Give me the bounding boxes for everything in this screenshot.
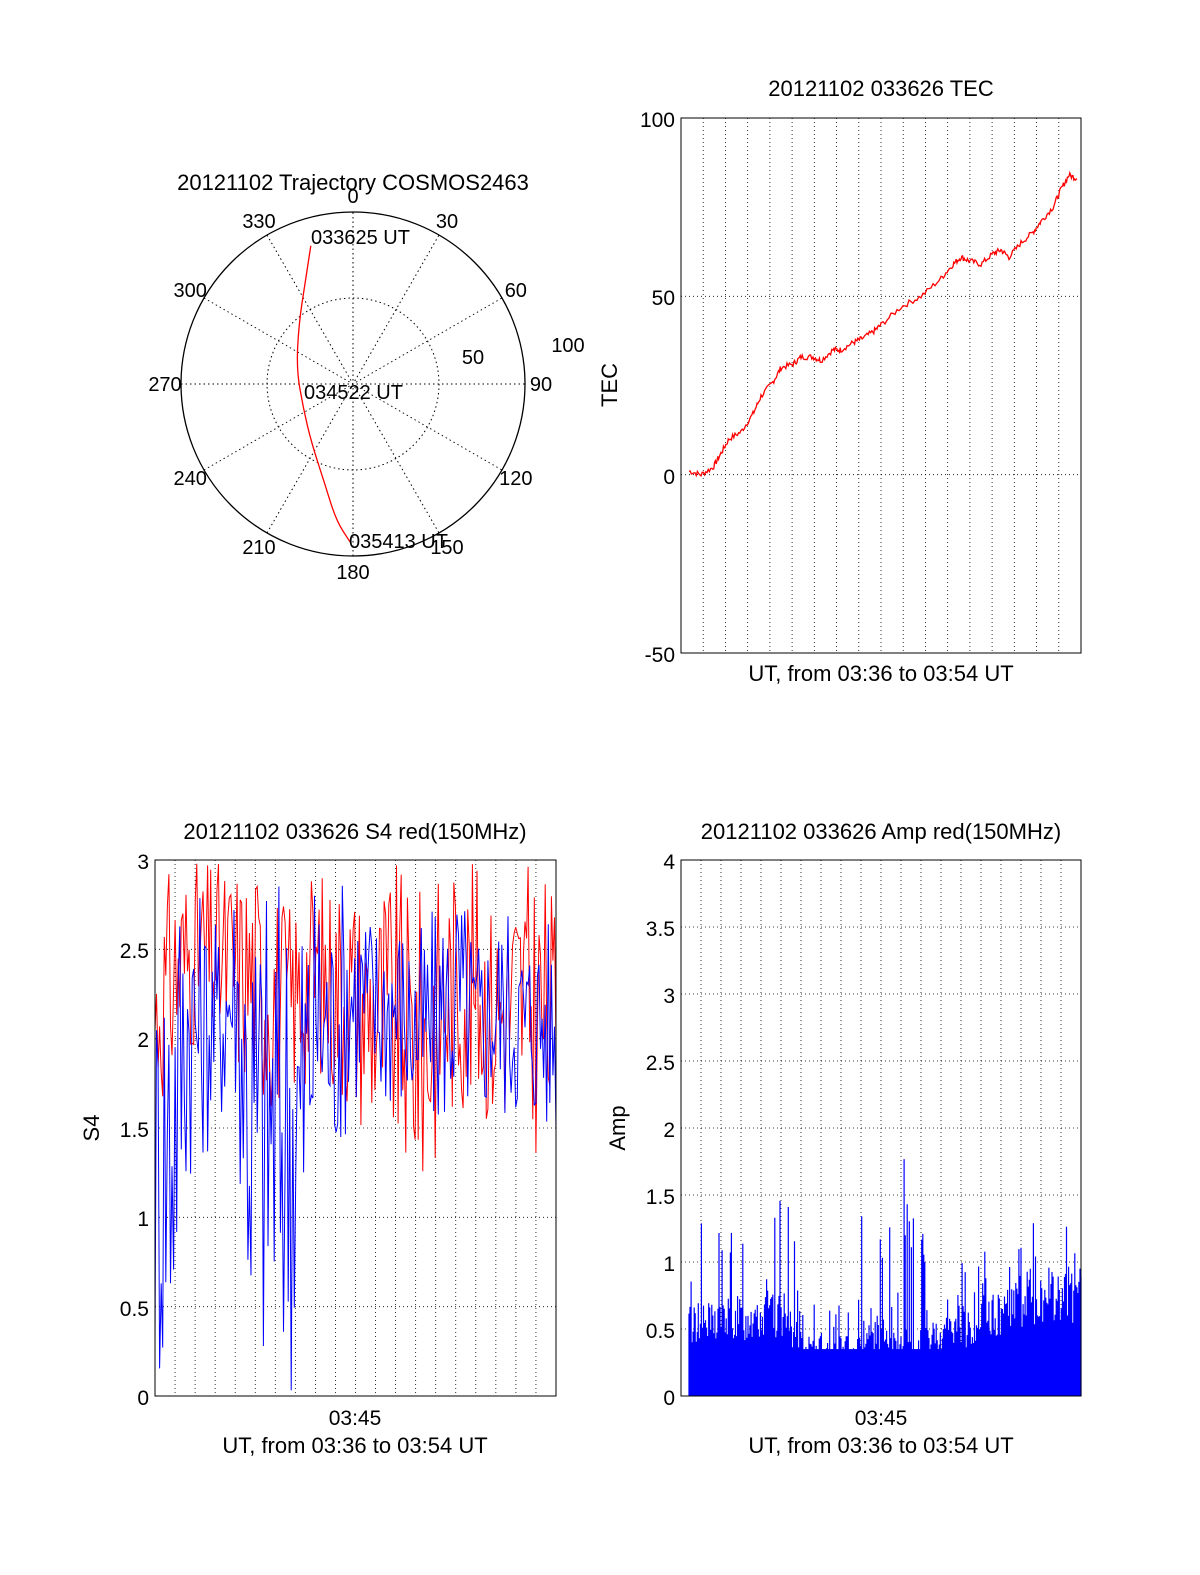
s4-xlabel: UT, from 03:36 to 03:54 UT	[222, 1433, 487, 1458]
polar-angle-label: 30	[436, 211, 458, 233]
tec-ylabel: TEC	[597, 363, 622, 407]
s4-ytick-0: 0	[137, 1387, 149, 1410]
amp-xlabel: UT, from 03:36 to 03:54 UT	[748, 1433, 1013, 1458]
s4-ytick-1: 1	[137, 1208, 149, 1231]
polar-trajectory-panel: 20121102 Trajectory COSMOS2463 0 30 60 90 12…	[148, 170, 584, 584]
amp-series-fill	[689, 1349, 1081, 1396]
s4-series	[154, 863, 557, 1391]
polar-angle-label: 0	[347, 186, 358, 208]
amp-xtick-0345: 03:45	[855, 1407, 908, 1430]
amp-plot-frame	[680, 859, 1082, 1397]
amp-title: 20121102 033626 Amp red(150MHz)	[701, 819, 1061, 844]
polar-radial-tick-50: 50	[462, 347, 484, 369]
s4-xtick-0345: 03:45	[329, 1407, 382, 1430]
polar-radial-tick-100: 100	[551, 335, 584, 357]
amp-ytick-0: 0	[663, 1387, 675, 1410]
tec-title: 20121102 033626 TEC	[768, 76, 994, 101]
amp-ylabel: Amp	[605, 1105, 630, 1150]
s4-series-line	[154, 885, 557, 1391]
polar-angle-label: 270	[148, 374, 181, 396]
amp-ytick-2: 2	[663, 1119, 675, 1142]
amp-ytick-0.5: 0.5	[646, 1320, 675, 1343]
s4-plot-frame	[154, 859, 557, 1397]
polar-angle-label: 240	[173, 468, 206, 490]
polar-title: 20121102 Trajectory COSMOS2463	[177, 170, 529, 195]
s4-ylabel: S4	[79, 1115, 104, 1142]
tec-ytick-100: 100	[640, 109, 675, 132]
polar-angle-label: 180	[336, 562, 369, 584]
tec-xlabel: UT, from 03:36 to 03:54 UT	[748, 661, 1013, 686]
amp-grid	[681, 860, 1081, 1396]
polar-angle-label: 330	[242, 211, 275, 233]
tec-ytick-0: 0	[663, 466, 675, 489]
amp-ytick-1.5: 1.5	[646, 1186, 675, 1209]
trajectory-line	[296, 245, 351, 543]
tec-ytick-50: 50	[652, 287, 675, 310]
trajectory-start-label: 033625 UT	[311, 227, 410, 249]
s4-ytick-0.5: 0.5	[120, 1298, 149, 1321]
trajectory-end-label: 035413 UT	[349, 531, 448, 553]
polar-angle-label: 60	[505, 280, 527, 302]
amp-ytick-3.5: 3.5	[646, 918, 675, 941]
tec-panel: 20121102 033626 TEC 100 50 0 -50 UT, fro…	[597, 76, 1082, 686]
tec-ytick-neg50: -50	[645, 644, 675, 667]
amp-ytick-3: 3	[663, 985, 675, 1008]
polar-angle-label: 150	[430, 537, 463, 559]
s4-ytick-1.5: 1.5	[120, 1119, 149, 1142]
s4-ytick-3: 3	[137, 851, 149, 874]
amp-panel: 20121102 033626 Amp red(150MHz) 4 3.5 3 …	[605, 819, 1082, 1458]
tec-series-line	[688, 170, 1078, 478]
polar-angle-label: 90	[530, 374, 552, 396]
amp-ytick-4: 4	[663, 851, 675, 874]
trajectory-mid-label: 034522 UT	[304, 382, 403, 404]
polar-angle-label: 210	[242, 537, 275, 559]
s4-ytick-2: 2	[137, 1029, 149, 1052]
tec-grid	[681, 118, 1081, 653]
polar-angle-label: 300	[173, 280, 206, 302]
amp-series	[688, 1159, 1082, 1396]
s4-panel: 20121102 033626 S4 red(150MHz) 3 2.5 2 1…	[79, 819, 557, 1458]
polar-angle-label: 120	[499, 468, 532, 490]
amp-ytick-2.5: 2.5	[646, 1052, 675, 1075]
amp-ytick-1: 1	[663, 1253, 675, 1276]
polar-grid	[180, 211, 526, 557]
s4-title: 20121102 033626 S4 red(150MHz)	[183, 819, 526, 844]
tec-plot-frame	[680, 117, 1082, 654]
polar-angle-labels: 0 30 60 90 120 150 180 210 240 270 300 330	[148, 186, 552, 584]
s4-ytick-2.5: 2.5	[120, 940, 149, 963]
polar-spoke	[266, 234, 440, 534]
